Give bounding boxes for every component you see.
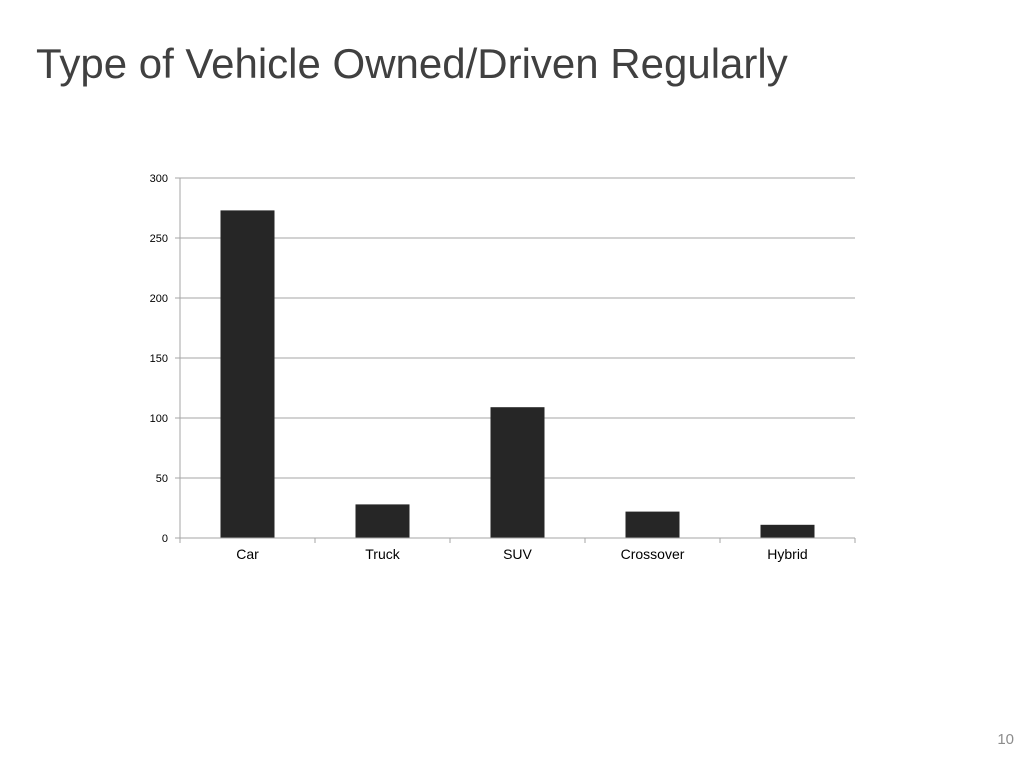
y-tick-label: 250: [150, 233, 168, 245]
bars: [220, 210, 815, 538]
y-tick-label: 150: [150, 353, 168, 365]
slide-title: Type of Vehicle Owned/Driven Regularly: [36, 40, 788, 87]
x-tick-label-crossover: Crossover: [621, 546, 685, 562]
x-tick-label-suv: SUV: [503, 546, 532, 562]
x-tick-label-hybrid: Hybrid: [767, 546, 807, 562]
x-tick-labels: Car Truck SUV Crossover Hybrid: [236, 546, 808, 562]
y-tick-label: 200: [150, 293, 168, 305]
y-tick-label: 100: [150, 413, 168, 425]
bar-suv: [490, 407, 545, 538]
axes: [175, 177, 856, 543]
bar-truck: [355, 504, 410, 538]
bar-hybrid: [760, 524, 815, 538]
y-tick-label: 0: [162, 533, 168, 545]
page-number: 10: [997, 731, 1014, 748]
bar-crossover: [625, 511, 680, 538]
x-tick-label-truck: Truck: [365, 546, 400, 562]
x-tick-label-car: Car: [236, 546, 259, 562]
y-tick-labels: 0 50 100 150 200 250 300: [150, 173, 168, 545]
y-tick-label: 300: [150, 173, 168, 185]
bar-car: [220, 210, 275, 538]
y-tick-label: 50: [156, 473, 168, 485]
